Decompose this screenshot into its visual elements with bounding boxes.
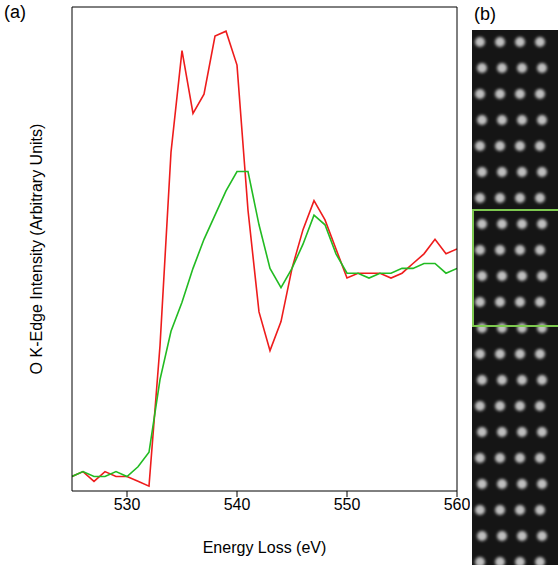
svg-text:Energy Loss (eV): Energy Loss (eV): [203, 539, 327, 556]
html-text:(b): (b): [474, 4, 496, 24]
svg-text:550: 550: [334, 496, 361, 513]
svg-text:560: 560: [444, 496, 470, 513]
html-text:(a): (a): [4, 2, 26, 22]
svg-text:O K-Edge Intensity (Arbitrary: O K-Edge Intensity (Arbitrary Units): [28, 124, 45, 375]
svg-text:530: 530: [114, 496, 141, 513]
svg-text:540: 540: [224, 496, 251, 513]
